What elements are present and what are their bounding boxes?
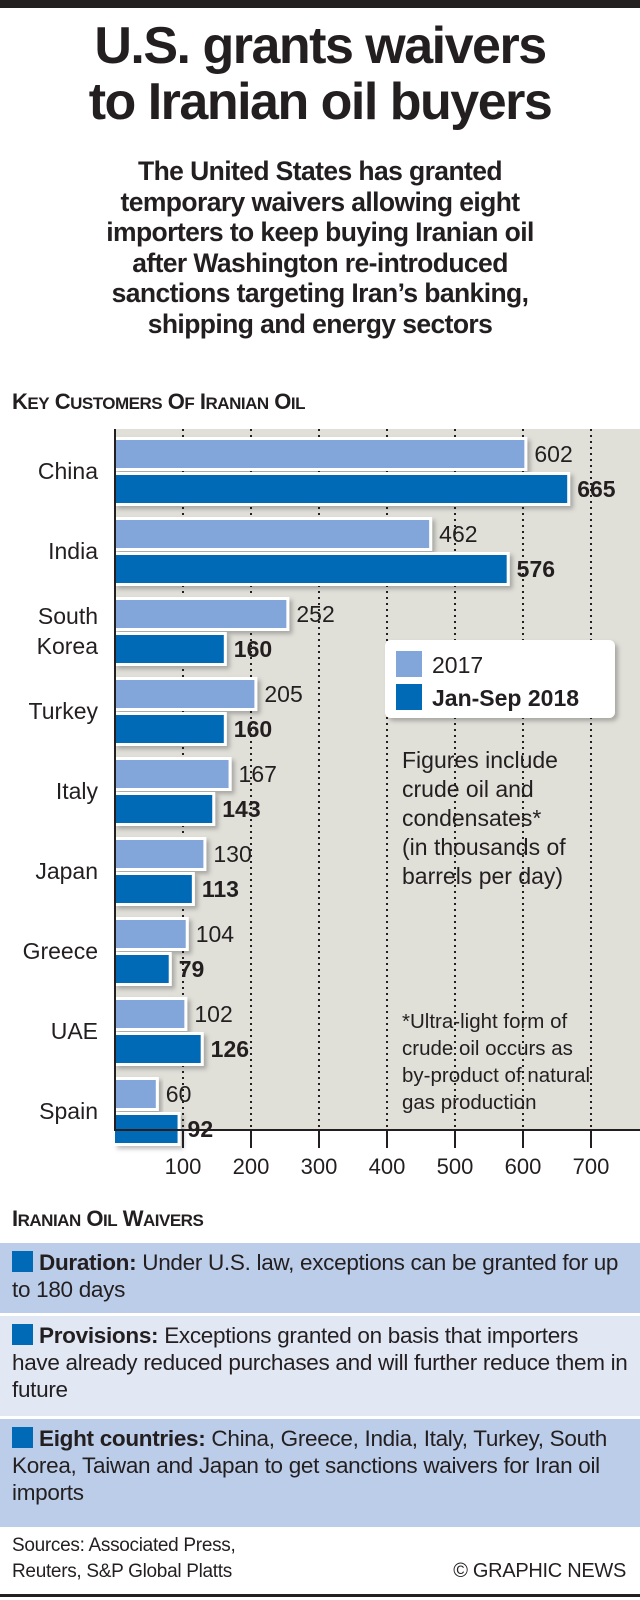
footnote-line: by-product of natural	[402, 1064, 590, 1087]
note-line: Figures include	[402, 747, 558, 773]
sources: Sources: Associated Press, Reuters, S&P …	[12, 1533, 236, 1585]
square-bullet-icon	[12, 1324, 33, 1345]
note-line: barrels per day)	[402, 863, 563, 889]
category-label: Greece	[23, 938, 98, 964]
category-label: Italy	[56, 778, 99, 804]
waivers-title: IRANIAN OIL WAIVERS	[12, 1206, 204, 1231]
note-line: (in thousands of	[402, 834, 566, 860]
top-rule	[0, 0, 640, 8]
bar-2018	[115, 875, 192, 903]
bar-value-label: 602	[534, 441, 572, 467]
x-tick-label: 400	[369, 1154, 406, 1179]
bar-value-label: 167	[239, 761, 277, 787]
waiver-label: Eight countries:	[39, 1426, 206, 1451]
category-label: Turkey	[29, 698, 99, 724]
subtitle: The United States has granted temporary …	[0, 156, 640, 339]
legend-swatch-2018	[396, 684, 422, 710]
legend-box	[385, 640, 615, 718]
subtitle-line: after Washington re-introduced	[132, 247, 508, 278]
bar-2017	[115, 680, 255, 708]
square-bullet-icon	[12, 1427, 33, 1448]
bar-value-label: 130	[213, 841, 251, 867]
bar-value-label: 143	[222, 796, 260, 822]
bar-2017	[115, 920, 186, 948]
waiver-text: China, Greece, India, Italy, Turkey, Sou…	[12, 1426, 607, 1505]
bar-value-label: 252	[296, 601, 334, 627]
bar-value-label: 576	[517, 556, 555, 582]
bar-value-label: 160	[234, 636, 272, 662]
footnote-line: gas production	[402, 1091, 536, 1114]
waiver-label: Provisions:	[39, 1323, 159, 1348]
bar-2017	[115, 1080, 156, 1108]
bar-2018	[115, 475, 568, 503]
footnote-line: crude oil occurs as	[402, 1037, 573, 1060]
bar-2017	[115, 440, 525, 468]
category-label: South	[38, 603, 98, 629]
bar-2017	[115, 1000, 185, 1028]
waiver-item-duration: Duration: Under U.S. law, exceptions can…	[0, 1243, 640, 1313]
bar-value-label: 113	[202, 876, 239, 902]
title-line: to Iranian oil buyers	[88, 73, 553, 131]
chart-title: KEY CUSTOMERS OF IRANIAN OIL	[12, 389, 306, 414]
subtitle-line: temporary waivers allowing eight	[120, 186, 520, 217]
bar-value-label: 160	[234, 716, 272, 742]
bar-2017	[115, 760, 229, 788]
legend-label-2018: Jan-Sep 2018	[432, 685, 579, 711]
waiver-text: Exceptions granted on basis that importe…	[12, 1323, 628, 1402]
bar-2018	[115, 635, 224, 663]
bar-value-label: 462	[439, 521, 477, 547]
bar-2017	[115, 840, 204, 868]
bar-value-label: 205	[264, 681, 302, 707]
bar-value-label: 102	[194, 1001, 232, 1027]
waiver-label: Duration:	[39, 1250, 137, 1275]
category-label: Japan	[35, 858, 98, 884]
category-label: China	[38, 458, 98, 484]
subtitle-line: shipping and energy sectors	[147, 308, 493, 339]
subtitle-line: importers to keep buying Iranian oil	[106, 217, 534, 247]
category-label: UAE	[51, 1018, 98, 1044]
bottom-rule	[0, 1594, 640, 1597]
waiver-item-provisions: Provisions: Exceptions granted on basis …	[0, 1316, 640, 1416]
bar-2017	[115, 600, 287, 628]
bar-2018	[115, 955, 169, 983]
x-tick-label: 200	[233, 1154, 270, 1179]
bar-value-label: 79	[179, 956, 205, 982]
legend-label-2017: 2017	[432, 652, 483, 678]
bar-value-label: 60	[166, 1081, 192, 1107]
bar-value-label: 104	[196, 921, 235, 947]
bar-2017	[115, 520, 430, 548]
bar-2018	[115, 715, 224, 743]
subtitle-line: The United States has granted	[138, 156, 503, 186]
title-line: U.S. grants waivers	[94, 17, 547, 75]
credit: © GRAPHIC NEWS	[453, 1560, 626, 1582]
x-tick-label: 700	[573, 1154, 610, 1179]
note-line: condensates*	[402, 805, 541, 831]
category-label: India	[48, 538, 98, 564]
units-note: Figures include crude oil and condensates*…	[402, 747, 566, 889]
bar-value-label: 665	[577, 476, 616, 502]
x-tick-label: 300	[301, 1154, 338, 1179]
legend: 2017 Jan-Sep 2018	[385, 640, 615, 718]
sources-line: Sources: Associated Press,	[12, 1535, 236, 1556]
note-line: crude oil and	[402, 776, 534, 802]
sources-line: Reuters, S&P Global Platts	[12, 1561, 232, 1582]
footnote: *Ultra-light form of crude oil occurs as b…	[402, 1010, 590, 1114]
bar-2018	[115, 1035, 201, 1063]
category-label: Spain	[39, 1098, 98, 1124]
category-label: Korea	[37, 633, 99, 659]
footnote-line: *Ultra-light form of	[402, 1010, 567, 1033]
x-tick-label: 100	[165, 1154, 202, 1179]
subtitle-line: sanctions targeting Iran’s banking,	[111, 278, 529, 308]
bar-2018	[115, 555, 507, 583]
waiver-text: Under U.S. law, exceptions can be grante…	[12, 1250, 619, 1302]
bar-value-label: 126	[211, 1036, 249, 1062]
x-tick-label: 600	[505, 1154, 542, 1179]
bar-2018	[115, 795, 213, 823]
legend-swatch-2017	[396, 651, 422, 677]
page-title: U.S. grants waivers to Iranian oil buyer…	[0, 18, 640, 130]
waiver-item-eight-countries: Eight countries: China, Greece, India, I…	[0, 1419, 640, 1527]
square-bullet-icon	[12, 1251, 33, 1272]
x-tick-label: 500	[437, 1154, 474, 1179]
